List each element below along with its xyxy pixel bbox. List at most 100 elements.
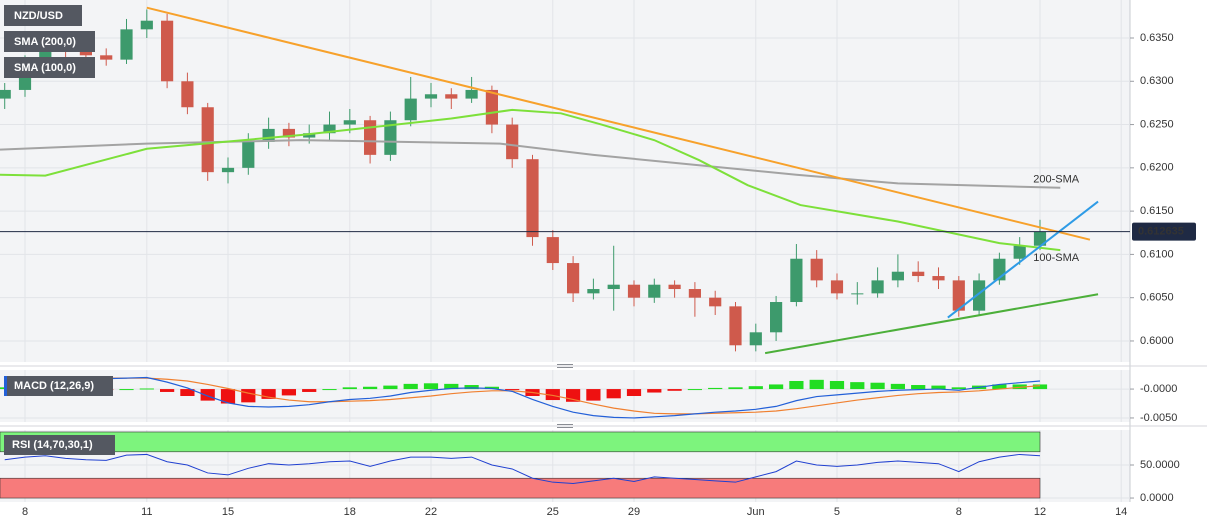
candle-body	[749, 332, 762, 346]
sma-line	[0, 139, 1061, 189]
resize-grip[interactable]	[557, 364, 573, 428]
trend-line	[764, 293, 1099, 355]
candle-body	[546, 237, 559, 264]
candle-body	[506, 124, 519, 160]
x-tick-label: 29	[628, 506, 640, 518]
histogram-bar	[362, 386, 378, 390]
trend-line	[146, 6, 1091, 241]
x-tick-label: 5	[834, 506, 840, 518]
candle-body	[364, 120, 377, 155]
candle-body	[1033, 231, 1047, 246]
candle-body	[465, 89, 478, 99]
histogram-bar	[139, 388, 154, 390]
histogram-bar	[545, 389, 560, 401]
candle-body	[120, 29, 133, 60]
histogram-bar	[647, 389, 662, 393]
x-tick-label: 11	[141, 506, 152, 518]
histogram-bar	[951, 387, 966, 390]
candle-body	[567, 263, 580, 294]
candle-body	[404, 98, 417, 121]
histogram-bar	[200, 389, 215, 401]
candle-body	[709, 297, 722, 307]
histogram-bar	[586, 389, 601, 401]
candle-body	[424, 94, 438, 99]
rsi-band	[0, 431, 1041, 453]
y-tick-label: 0.6150	[1140, 205, 1174, 217]
x-tick-label: 15	[222, 506, 234, 518]
trend-line	[947, 200, 1099, 319]
histogram-bar	[728, 387, 743, 390]
macd-panel	[0, 370, 1130, 422]
marks	[0, 6, 1130, 499]
y-tick-label: 50.0000	[1140, 459, 1180, 471]
y-tick-label: 0.6350	[1140, 32, 1174, 44]
price-tag	[1132, 222, 1196, 241]
x-tick-label: 12	[1034, 506, 1046, 518]
histogram-bar	[626, 389, 642, 396]
histogram-bar	[606, 389, 621, 399]
candle-body	[871, 280, 884, 294]
candle-body	[384, 120, 397, 155]
legend-label: NZD/USD	[14, 10, 63, 22]
candle-body	[181, 81, 194, 108]
histogram-bar	[342, 387, 357, 390]
x-tick-label: 22	[425, 506, 437, 518]
histogram-bar	[383, 385, 398, 390]
histogram-bar	[870, 382, 885, 390]
y-tick-label: -0.0050	[1140, 412, 1177, 424]
y-tick-label: 0.6000	[1140, 335, 1174, 347]
legend-box	[4, 376, 113, 396]
candle-body	[770, 302, 783, 333]
histogram-bar	[241, 389, 256, 403]
histogram-bar	[261, 389, 276, 399]
histogram-bar	[444, 383, 459, 390]
histogram-bar	[281, 389, 297, 396]
legend-box	[4, 57, 95, 78]
y-tick-label: 0.6250	[1140, 118, 1174, 130]
x-tick-label: 14	[1115, 506, 1127, 518]
histogram-bar	[931, 385, 946, 390]
rsi-band	[0, 477, 1041, 499]
candle-body	[1013, 245, 1026, 259]
histogram-bar	[768, 384, 784, 390]
histogram-bar	[667, 389, 682, 391]
candle-body	[221, 167, 235, 173]
x-tick-label: 8	[956, 506, 962, 518]
x-tick-label: Jun	[747, 506, 765, 518]
candle-body	[688, 289, 701, 298]
y-tick-label: 0.6200	[1140, 162, 1174, 174]
histogram-bar	[160, 389, 175, 392]
candle-body	[851, 293, 864, 295]
legend-box	[4, 5, 82, 26]
sma-line	[0, 108, 1061, 252]
candle-body	[526, 159, 539, 238]
candle-body	[485, 89, 498, 125]
histogram-bar	[1032, 384, 1048, 390]
histogram-bar	[505, 389, 520, 391]
candle-body	[201, 107, 214, 173]
x-tick-label: 8	[22, 506, 28, 518]
price-panel	[0, 0, 1130, 362]
histogram-bar	[180, 389, 195, 396]
candle-body	[932, 276, 945, 281]
histogram-bar	[829, 380, 845, 390]
candle-body	[587, 289, 600, 294]
candle-body	[323, 124, 336, 134]
candle-body	[729, 306, 742, 346]
legend-stripe	[4, 376, 7, 396]
candle-body	[242, 141, 255, 168]
candle-body	[100, 55, 113, 60]
legend-label: MACD (12,26,9)	[14, 380, 94, 392]
y-tick-label: 0.0000	[1140, 492, 1174, 504]
legend-box	[4, 31, 95, 52]
candle-body	[810, 258, 823, 281]
histogram-bar	[850, 382, 865, 390]
candle-body	[830, 280, 844, 294]
candle-body	[607, 284, 620, 290]
y-tick-label: 0.6100	[1140, 248, 1174, 260]
candle-body	[627, 284, 641, 298]
histogram-bar	[992, 384, 1007, 390]
histogram-bar	[302, 389, 317, 392]
candle-body	[0, 89, 11, 99]
